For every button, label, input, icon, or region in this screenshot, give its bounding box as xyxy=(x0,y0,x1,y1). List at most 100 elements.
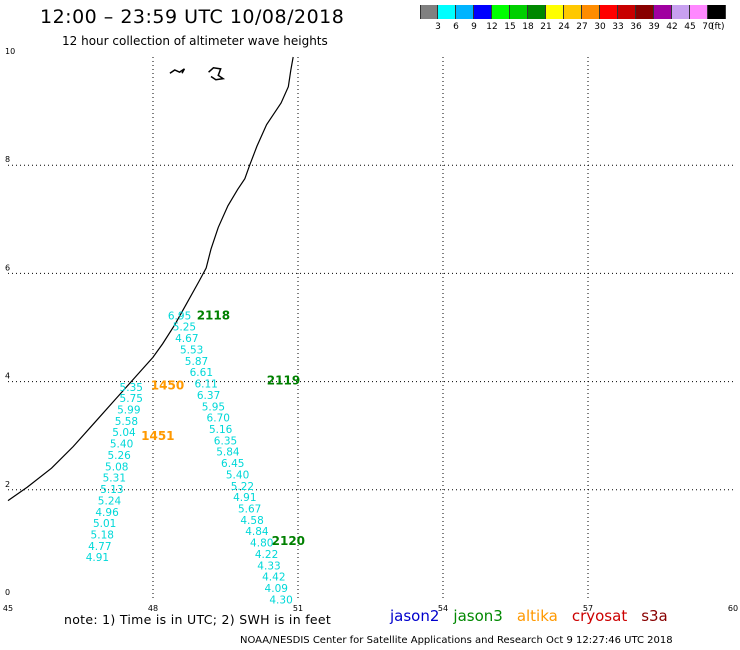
legend-label: 9 xyxy=(471,22,477,32)
x-tick-label: 51 xyxy=(293,604,303,613)
x-tick-label: 45 xyxy=(3,604,13,613)
legend-label: 3 xyxy=(435,22,441,32)
wave-height-value: 6.95 xyxy=(168,310,191,322)
wave-height-value: 5.40 xyxy=(110,439,133,451)
legend-swatch xyxy=(600,5,618,19)
legend-label: 39 xyxy=(648,22,660,32)
wave-height-value: 4.42 xyxy=(262,572,285,584)
x-tick-label: 57 xyxy=(583,604,593,613)
wave-height-value: 5.67 xyxy=(238,504,261,516)
wave-height-value: 5.22 xyxy=(231,481,254,493)
wave-height-value: 5.18 xyxy=(91,529,114,541)
island-outline xyxy=(208,67,226,81)
legend-label: 45 xyxy=(684,22,696,32)
legend-label: 12 xyxy=(486,22,498,32)
legend-swatch xyxy=(492,5,510,19)
legend-label: 30 xyxy=(594,22,606,32)
wave-height-value: 5.24 xyxy=(98,495,122,507)
x-tick-label: 48 xyxy=(148,604,158,613)
legend-label: 6 xyxy=(453,22,459,32)
wave-height-value: 6.35 xyxy=(214,435,237,447)
wave-height-value: 4.77 xyxy=(88,541,111,553)
legend-swatch xyxy=(708,5,726,19)
wave-height-value: 5.26 xyxy=(107,450,131,462)
wave-height-value: 6.61 xyxy=(190,367,213,379)
wave-height-value: 4.67 xyxy=(175,333,198,345)
legend-swatch xyxy=(564,5,582,19)
legend-swatch xyxy=(654,5,672,19)
map-subtitle: 12 hour collection of altimeter wave hei… xyxy=(62,34,328,48)
footnote: note: 1) Time is in UTC; 2) SWH is in fe… xyxy=(64,612,332,627)
satellite-name: cryosat xyxy=(571,607,628,625)
pass-time-label: 1450 xyxy=(151,379,184,393)
coastline xyxy=(7,56,294,502)
satellite-name: altika xyxy=(516,607,558,625)
pass-time-label: 2120 xyxy=(272,534,305,548)
wave-height-value: 4.09 xyxy=(265,583,288,595)
legend-swatch xyxy=(672,5,690,19)
legend-swatch xyxy=(420,5,438,19)
wave-height-value: 5.35 xyxy=(120,382,143,394)
pass-time-label: 1451 xyxy=(141,429,174,443)
x-tick-label: 54 xyxy=(438,604,448,613)
wave-height-value: 5.25 xyxy=(173,322,196,334)
satellite-name: jason3 xyxy=(453,607,503,625)
y-tick-label: 10 xyxy=(5,47,15,56)
wave-height-value: 5.31 xyxy=(103,473,126,485)
legend-label: 24 xyxy=(558,22,570,32)
legend-swatch xyxy=(582,5,600,19)
wave-height-value: 5.84 xyxy=(216,447,240,459)
legend-swatch xyxy=(456,5,474,19)
wave-height-value: 4.33 xyxy=(257,560,280,572)
wave-height-value: 5.95 xyxy=(202,401,225,413)
legend-swatch xyxy=(618,5,636,19)
y-tick-label: 4 xyxy=(5,372,10,381)
wave-height-value: 5.01 xyxy=(93,518,116,530)
wave-height-value: 5.16 xyxy=(209,424,233,436)
wave-height-value: 5.75 xyxy=(120,393,143,405)
wave-height-value: 6.37 xyxy=(197,390,220,402)
wave-height-value: 5.04 xyxy=(112,427,136,439)
legend-swatch xyxy=(474,5,492,19)
satellite-name: jason2 xyxy=(390,607,440,625)
wave-height-value: 4.22 xyxy=(255,549,278,561)
wave-height-value: 4.84 xyxy=(245,526,269,538)
legend-label: 33 xyxy=(612,22,624,32)
wave-height-value: 4.58 xyxy=(240,515,263,527)
legend-label: 15 xyxy=(504,22,516,32)
satellite-name: s3a xyxy=(641,607,668,625)
color-scale-legend xyxy=(420,5,726,19)
legend-label: 42 xyxy=(666,22,678,32)
map-title: 12:00 – 23:59 UTC 10/08/2018 xyxy=(40,6,345,28)
color-scale-unit: (ft) xyxy=(711,22,725,32)
legend-label: 21 xyxy=(540,22,552,32)
y-tick-label: 8 xyxy=(5,155,10,164)
x-tick-label: 60 xyxy=(728,604,738,613)
legend-swatch xyxy=(690,5,708,19)
legend-label: 18 xyxy=(522,22,534,32)
wave-height-value: 4.30 xyxy=(269,594,292,606)
wave-height-value: 5.40 xyxy=(226,469,249,481)
wave-height-value: 5.87 xyxy=(185,356,208,368)
legend-swatch xyxy=(636,5,654,19)
satellite-key: jason2 jason3 altika cryosat s3a xyxy=(390,607,682,625)
wave-height-value: 5.13 xyxy=(100,484,123,496)
wave-height-value: 4.91 xyxy=(86,552,109,564)
y-tick-label: 0 xyxy=(5,588,10,597)
wave-height-value: 4.96 xyxy=(95,507,119,519)
wave-height-value: 6.45 xyxy=(221,458,244,470)
legend-swatch xyxy=(438,5,456,19)
wave-height-value: 5.08 xyxy=(105,461,128,473)
legend-swatch xyxy=(546,5,564,19)
wave-height-value: 4.80 xyxy=(250,538,273,550)
credit-line: NOAA/NESDIS Center for Satellite Applica… xyxy=(240,635,673,646)
legend-label: 27 xyxy=(576,22,588,32)
y-tick-label: 6 xyxy=(5,263,10,272)
pass-time-label: 2119 xyxy=(267,373,300,387)
wave-height-value: 5.58 xyxy=(115,416,138,428)
pass-time-label: 2118 xyxy=(197,308,230,322)
legend-swatch xyxy=(510,5,528,19)
island-outline xyxy=(169,68,186,74)
wave-height-value: 6.70 xyxy=(207,413,230,425)
